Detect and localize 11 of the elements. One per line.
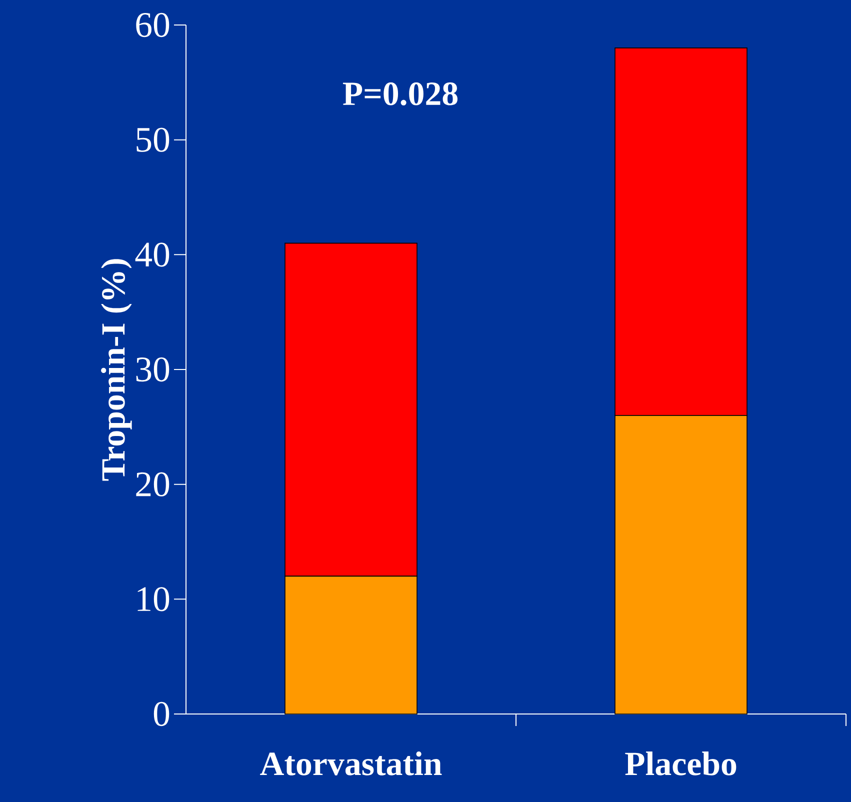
annotation: P=0.028: [342, 82, 458, 106]
y-tick-label: 60: [136, 12, 170, 38]
x-tick-label: Atorvastatin: [260, 752, 442, 776]
y-tick-label: 30: [136, 357, 170, 382]
y-tick-label: 0: [154, 702, 170, 726]
y-tick-label: 50: [136, 128, 170, 152]
y-tick-label: 20: [136, 472, 170, 496]
y-tick-label: 40: [135, 242, 170, 267]
y-tick-label: 10: [138, 587, 170, 612]
y-axis-title: Troponin-I (%): [101, 259, 132, 481]
x-tick-label: Placebo: [625, 752, 736, 776]
